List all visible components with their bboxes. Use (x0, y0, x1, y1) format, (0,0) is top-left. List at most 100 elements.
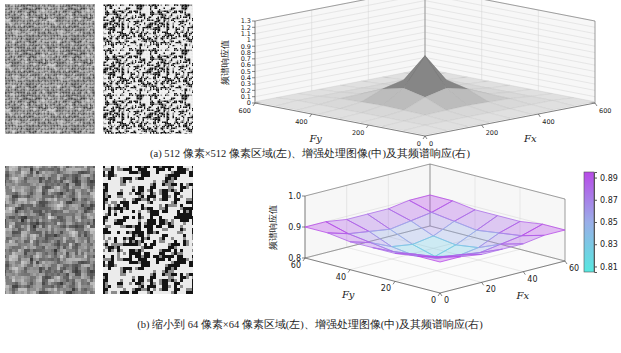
tick (252, 27, 255, 28)
grid-line (425, 45, 595, 78)
tick (252, 84, 255, 85)
grid (305, 164, 565, 293)
grid-line (425, 0, 595, 27)
tick-label: 600 (239, 107, 251, 115)
back-wall (425, 0, 595, 103)
tick (302, 227, 305, 228)
ticks: 0200400600020040060000.10.20.30.40.50.60… (239, 17, 612, 148)
tick (252, 90, 255, 91)
tick-label: 20 (381, 284, 391, 293)
axis-line (425, 0, 595, 21)
surface-cell (305, 222, 348, 234)
grid-line (255, 0, 425, 21)
axis-title: Fy (308, 133, 322, 144)
grid-line (255, 45, 425, 78)
tick (253, 103, 255, 106)
tick (565, 261, 567, 264)
texture-image (103, 166, 193, 294)
tick (482, 125, 484, 128)
grid-line (430, 164, 565, 199)
frame (255, 0, 595, 136)
walls (305, 164, 565, 293)
texture-image (5, 166, 95, 294)
grid (255, 0, 595, 136)
surface (255, 56, 595, 135)
grid-line (425, 26, 595, 59)
tick (252, 96, 255, 97)
grid-line (255, 38, 425, 71)
tick-label: 0.83 (600, 240, 618, 249)
grid-line (255, 0, 425, 27)
tick (252, 65, 255, 66)
axis-title: 频谱响应值 (220, 40, 230, 85)
ticks: 020406002040600.80.91.0 (288, 192, 579, 305)
tick (594, 244, 597, 245)
figure: 0200400600020040060000.10.20.30.40.50.60… (0, 0, 621, 353)
axis-line (305, 258, 440, 293)
tick-label: 40 (336, 273, 346, 282)
texture-image (103, 4, 193, 134)
tick (252, 71, 255, 72)
tick-label: 600 (599, 107, 611, 115)
tick (252, 33, 255, 34)
tick (252, 103, 255, 104)
tick (594, 266, 597, 267)
tick (252, 52, 255, 53)
axis-line (440, 261, 565, 293)
axis-line (430, 164, 565, 199)
grid-line (368, 0, 369, 81)
grid-line (425, 51, 595, 84)
tick-label: 0 (417, 140, 421, 148)
tick (423, 136, 425, 139)
colorbar-axis: 0.810.830.850.870.89 (594, 173, 618, 273)
grid-line (425, 13, 595, 46)
tick (252, 21, 255, 22)
grid-line (425, 20, 595, 53)
tick (440, 293, 442, 296)
axis-line (595, 173, 598, 273)
panel: 0200400600020040060000.10.20.30.40.50.60… (5, 0, 611, 160)
grid-line (255, 1, 425, 34)
tick (252, 58, 255, 59)
grid-line (425, 7, 595, 40)
tick-label: 0.8 (288, 254, 301, 263)
grid-line (255, 20, 425, 53)
grid-line (425, 32, 595, 65)
tick (252, 39, 255, 40)
tick (594, 222, 597, 223)
axis-title: 频谱响应值 (268, 205, 278, 250)
colorbar-fill (584, 172, 594, 272)
tick (303, 258, 305, 261)
surface-cell (522, 224, 565, 236)
grid-line (305, 258, 440, 293)
tick (595, 103, 597, 106)
caption: (b) 缩小到 64 像素×64 像素区域(左)、增强处理图像(中)及其频谱响应… (137, 318, 483, 331)
frame (305, 164, 565, 293)
tick-label: 400 (295, 118, 307, 126)
tick-label: 400 (542, 118, 554, 126)
tick-label: 0.9 (288, 223, 301, 232)
grid-line (440, 261, 565, 293)
axis-title: Fx (523, 133, 537, 144)
tick: 0.81 (594, 263, 618, 272)
tick-label: 20 (486, 285, 496, 294)
surface-cell (459, 249, 502, 255)
tick (310, 114, 312, 117)
tick (302, 258, 305, 259)
tick (393, 281, 395, 284)
axis-title: Fy (341, 289, 355, 300)
axis-line (255, 0, 425, 21)
back-wall (255, 0, 425, 103)
tick: 0.87 (594, 196, 618, 205)
grid-line (255, 26, 425, 59)
grid-line (305, 164, 430, 196)
tick (348, 270, 350, 273)
tick (438, 293, 440, 296)
tick-label: 0 (431, 296, 436, 305)
grid-line (255, 7, 425, 40)
walls (255, 0, 595, 136)
colorbar: 0.810.830.850.870.89 (584, 172, 618, 273)
tick-label: 60 (569, 264, 579, 273)
surface-cell (373, 248, 416, 255)
tick-label: 0.81 (600, 263, 618, 272)
